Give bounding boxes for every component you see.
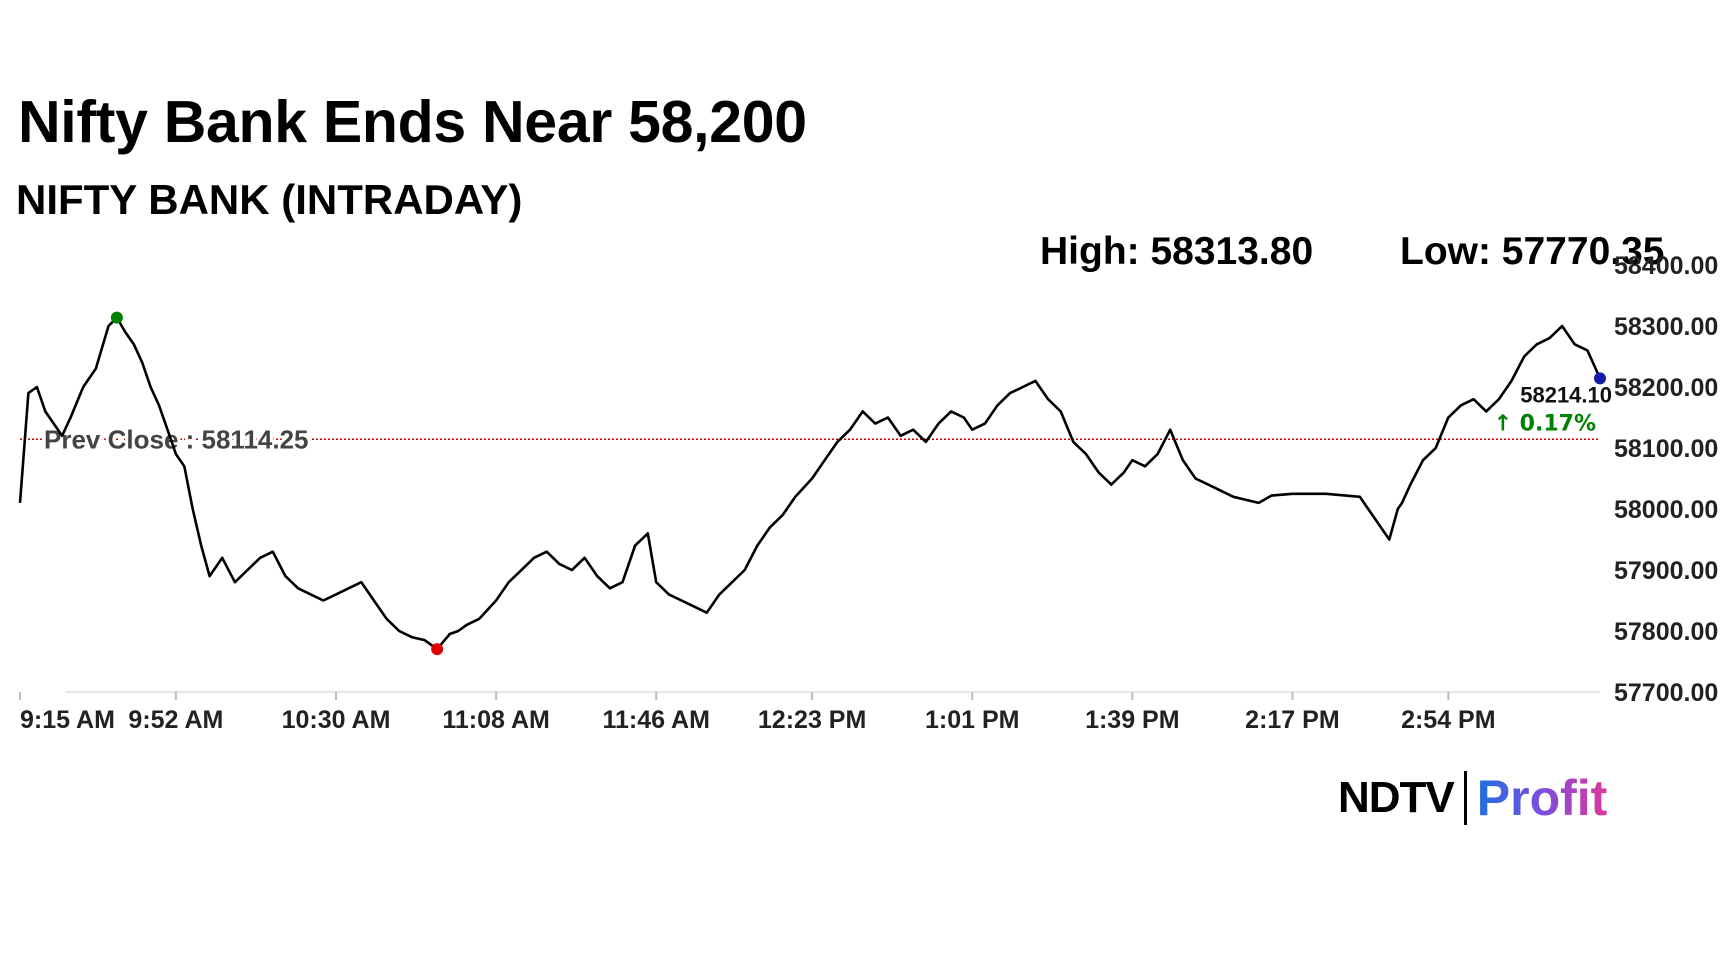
chart-subtitle: NIFTY BANK (INTRADAY) xyxy=(16,176,523,223)
headline: Nifty Bank Ends Near 58,200 xyxy=(18,89,807,155)
logo-divider xyxy=(1463,771,1467,825)
y-axis: 58400.00 58300.00 58200.00 58100.00 58000.00… xyxy=(65,252,1718,707)
y-tick-label: 58100.00 xyxy=(1614,435,1718,463)
x-tick-label: 11:08 AM xyxy=(442,706,549,734)
x-tick-label: 1:01 PM xyxy=(925,706,1019,734)
prev-close-label: Prev Close : 58114.25 xyxy=(44,424,309,454)
price-series-line xyxy=(18,316,1602,651)
y-tick-label: 57900.00 xyxy=(1614,557,1718,585)
day-high-label: High: 58313.80 xyxy=(1040,230,1314,273)
change-percent-label: ↑ 0.17% xyxy=(1494,411,1596,436)
day-low-label: Low: 57770.35 xyxy=(1400,230,1665,273)
last-price-label: 58214.10 xyxy=(1520,382,1612,407)
logo-profit-text: Profit xyxy=(1476,770,1608,826)
x-tick-label: 9:15 AM xyxy=(20,706,115,734)
high-marker xyxy=(110,311,123,324)
y-tick-label: 58400.00 xyxy=(1614,252,1718,280)
last-price-marker xyxy=(1594,372,1606,385)
y-tick-label: 58000.00 xyxy=(1614,496,1718,524)
logo-ndtv-text: NDTV xyxy=(1338,773,1455,822)
x-tick-label: 9:52 AM xyxy=(128,706,223,734)
y-tick-label: 58200.00 xyxy=(1614,374,1718,402)
x-tick-label: 12:23 PM xyxy=(758,706,866,734)
low-marker xyxy=(431,643,444,656)
x-tick-label: 11:46 AM xyxy=(602,706,709,734)
x-tick-label: 2:17 PM xyxy=(1245,706,1339,734)
y-tick-label: 58300.00 xyxy=(1614,313,1718,341)
y-tick-label: 57800.00 xyxy=(1614,618,1718,646)
x-axis: 9:15 AM 9:52 AM 10:30 AM 11:08 AM 11:46 AM 12… xyxy=(19,692,1496,734)
ndtv-profit-logo: NDTV Profit xyxy=(1338,770,1607,826)
x-tick-label: 10:30 AM xyxy=(282,706,391,734)
y-tick-label: 57700.00 xyxy=(1614,679,1718,707)
x-tick-label: 1:39 PM xyxy=(1085,706,1179,734)
x-tick-label: 2:54 PM xyxy=(1401,706,1495,734)
